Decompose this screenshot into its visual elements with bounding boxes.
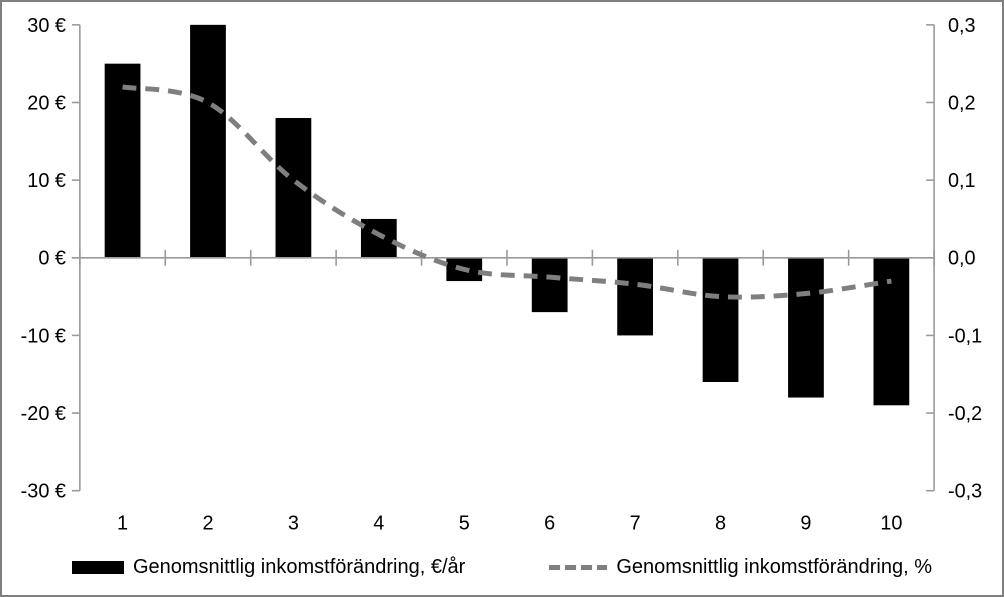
bar-decile-4 (360, 218, 397, 258)
line-series-legend-label: Genomsnittlig inkomstförändring, % (616, 556, 933, 578)
bar-decile-6 (531, 257, 568, 313)
bar-decile-2 (190, 24, 226, 258)
bar-decile-9 (788, 257, 824, 398)
left-axis-tick-label: -20 € (21, 403, 66, 425)
bar-decile-7 (617, 257, 653, 336)
left-axis-tick-label: 0 € (38, 248, 66, 270)
right-axis-tick-label: -0,2 (948, 403, 982, 425)
x-axis-category-label: 10 (880, 512, 902, 534)
bar-decile-8 (702, 257, 739, 383)
left-axis-tick-label: -30 € (21, 481, 66, 503)
legend-item-line-series: Genomsnittlig inkomstförändring, % (549, 556, 932, 579)
legend: Genomsnittlig inkomstförändring, €/år Ge… (2, 556, 1002, 579)
x-axis-category-label: 1 (117, 512, 128, 534)
right-axis-tick-label: 0,2 (948, 92, 976, 114)
x-axis-category-label: 6 (544, 512, 555, 534)
x-axis-category-label: 9 (800, 512, 811, 534)
bar-series-legend-label: Genomsnittlig inkomstförändring, €/år (132, 556, 466, 578)
left-axis-tick-label: 10 € (27, 170, 66, 192)
income-change-percent-line (122, 84, 892, 300)
x-axis-category-label: 4 (373, 512, 384, 534)
right-axis-tick-label: -0,1 (948, 325, 982, 347)
dashed-line-swatch-icon (549, 565, 608, 570)
x-axis-category-label: 7 (630, 512, 641, 534)
right-axis-tick-label: -0,3 (948, 481, 982, 503)
right-axis-tick-label: 0,3 (948, 15, 976, 37)
x-axis-category-label: 3 (288, 512, 299, 534)
left-axis-tick-label: -10 € (21, 325, 66, 347)
bar-decile-1 (104, 63, 141, 258)
x-axis-category-label: 8 (715, 512, 726, 534)
right-axis-tick-label: 0,0 (948, 248, 976, 270)
x-axis-category-label: 5 (459, 512, 470, 534)
left-axis-tick-label: 20 € (27, 92, 66, 114)
x-axis-category-label: 2 (202, 512, 213, 534)
legend-item-bar-series: Genomsnittlig inkomstförändring, €/år (71, 556, 466, 579)
right-axis-tick-label: 0,1 (948, 170, 976, 192)
bar-decile-10 (873, 257, 910, 406)
bar-series-swatch-icon (71, 561, 124, 574)
left-axis-tick-label: 30 € (27, 15, 66, 37)
